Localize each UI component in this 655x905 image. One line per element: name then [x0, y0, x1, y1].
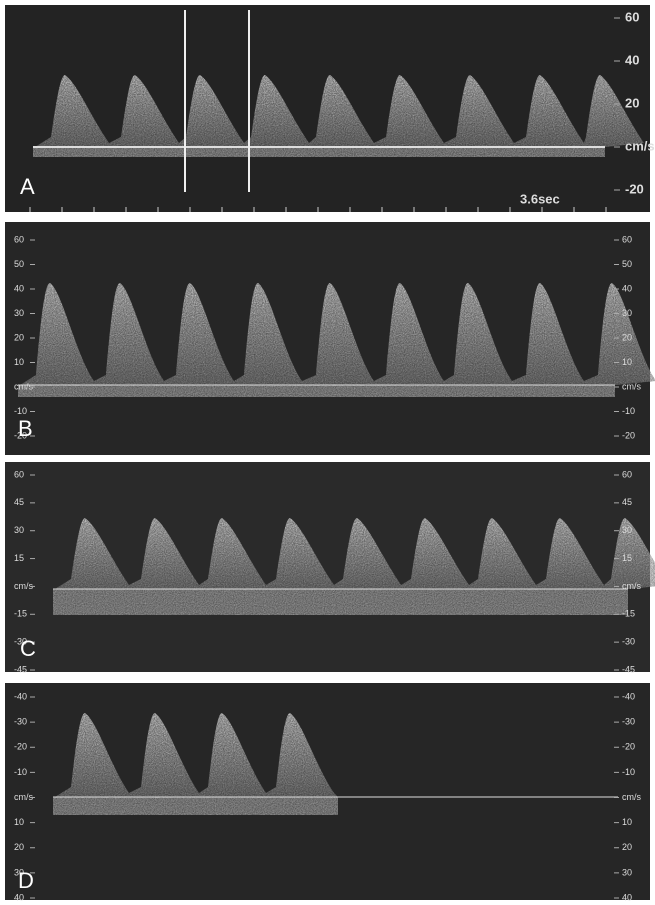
scale-label: -45: [622, 664, 635, 674]
doppler-panel: 60 40 20 cm/s -20 A 3.6sec: [5, 5, 655, 212]
scale-label: 45: [14, 497, 24, 507]
scale-label: -10: [622, 767, 635, 777]
scale-label: cm/s: [622, 381, 641, 391]
scale-label: -15: [622, 609, 635, 619]
scale-label: 60: [625, 9, 639, 24]
scale-label: 60: [622, 234, 632, 244]
scale-label: -20: [14, 430, 27, 440]
spectral-waveform: [35, 75, 644, 147]
scale-label: -20: [622, 742, 635, 752]
scale-label: 20: [625, 95, 639, 110]
scale-label: 20: [14, 332, 24, 342]
scale-label: 20: [622, 842, 632, 852]
scale-label: -45: [14, 664, 27, 674]
scale-label: 30: [14, 308, 24, 318]
scale-label: 45: [622, 497, 632, 507]
scale-label: -20: [625, 181, 644, 196]
scale-label: 60: [14, 234, 24, 244]
scale-label: -40: [14, 691, 27, 701]
doppler-panel: -40 -40 -30 -30 -20 -20 -10 -10 cm/s cm/s 10 10 20 20…: [5, 683, 650, 902]
panel-label: C: [20, 636, 36, 661]
panel-label: B: [18, 416, 33, 441]
scale-label: 30: [622, 867, 632, 877]
doppler-panel: 60 60 45 45 30 30 15 15 cm/s cm/s -15 -15 -30 -30 -45 -…: [5, 462, 655, 674]
scale-label: -10: [14, 406, 27, 416]
scale-label: -20: [14, 742, 27, 752]
scale-label: 30: [622, 308, 632, 318]
spectral-waveform: [55, 713, 338, 797]
scale-label: -20: [622, 430, 635, 440]
scale-label: -40: [622, 691, 635, 701]
scale-label: -15: [14, 609, 27, 619]
scale-label: 40: [622, 892, 632, 902]
spectral-waveform: [20, 283, 655, 385]
scale-label: 50: [14, 259, 24, 269]
scale-label: cm/s: [622, 792, 641, 802]
scale-label: -10: [14, 767, 27, 777]
scale-label: 10: [14, 817, 24, 827]
scale-label: 40: [14, 892, 24, 902]
doppler-panel: 60 60 50 50 40 40 30 30 20 20 10 10 cm/s cm/s -10 -10 -2…: [5, 222, 655, 455]
scale-label: 15: [14, 553, 24, 563]
scale-label: -30: [622, 717, 635, 727]
scale-label: -30: [622, 637, 635, 647]
scale-label: cm/s: [625, 138, 655, 153]
scale-label: 10: [14, 357, 24, 367]
time-note: 3.6sec: [520, 191, 560, 206]
panels: 60 40 20 cm/s -20 A 3.6sec 60 60 50 50 40 40 30 30 20 20…: [5, 5, 655, 902]
scale-label: 30: [622, 525, 632, 535]
baseline-band: [53, 589, 628, 615]
scale-label: 30: [14, 867, 24, 877]
baseline-band: [33, 147, 605, 157]
scale-label: -10: [622, 406, 635, 416]
baseline-band: [18, 385, 615, 397]
scale-label: cm/s: [622, 581, 641, 591]
spectral-waveform: [55, 518, 655, 589]
scale-label: 30: [14, 525, 24, 535]
scale-label: cm/s: [14, 792, 33, 802]
scale-label: cm/s: [14, 581, 33, 591]
panel-label: D: [18, 868, 34, 893]
scale-label: cm/s: [14, 381, 33, 391]
scale-label: 40: [625, 52, 639, 67]
scale-label: 50: [622, 259, 632, 269]
scale-label: 10: [622, 357, 632, 367]
scale-label: 60: [622, 469, 632, 479]
scale-label: 60: [14, 469, 24, 479]
scale-label: 10: [622, 817, 632, 827]
baseline-band: [53, 797, 338, 815]
scale-label: 40: [622, 283, 632, 293]
scale-label: -30: [14, 717, 27, 727]
scale-label: 20: [14, 842, 24, 852]
scale-label: 40: [14, 283, 24, 293]
panel-label: A: [20, 174, 35, 199]
scale-label: 20: [622, 332, 632, 342]
scale-label: -30: [14, 637, 27, 647]
scale-label: 15: [622, 553, 632, 563]
